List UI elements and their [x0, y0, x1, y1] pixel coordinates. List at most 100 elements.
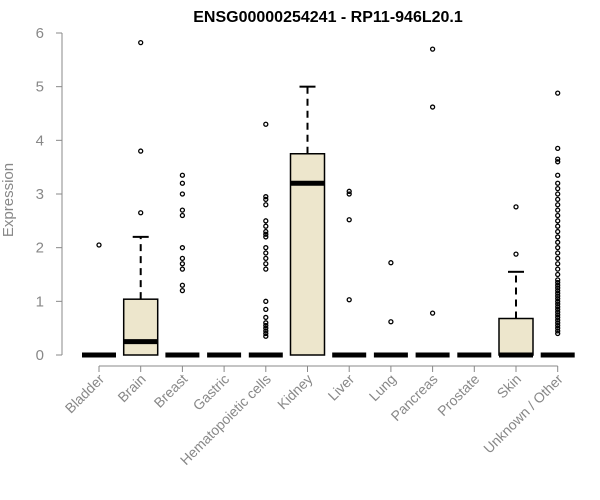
box-body	[498, 317, 534, 356]
outlier-point	[263, 333, 269, 339]
outlier-point	[555, 207, 561, 213]
outlier-point	[388, 260, 394, 266]
box-group	[289, 85, 326, 356]
outlier-point	[263, 261, 269, 267]
outlier-point	[555, 271, 561, 278]
outlier-point	[263, 194, 269, 200]
x-tick-label: Brain	[114, 371, 148, 405]
outlier-point	[555, 328, 561, 334]
outlier-point	[555, 250, 561, 256]
box-group	[498, 270, 534, 358]
outlier-point	[179, 261, 186, 267]
outlier-point	[555, 285, 561, 291]
x-tick-label: Bladder	[62, 371, 108, 417]
outlier-point	[555, 180, 561, 186]
outlier-point	[555, 282, 561, 288]
outlier-point	[555, 314, 561, 321]
outlier-point	[555, 156, 561, 162]
y-axis-label: Expression	[0, 163, 17, 237]
x-tick-label: Breast	[151, 371, 191, 411]
y-tick-label: 5	[36, 79, 44, 96]
outlier-point	[263, 245, 269, 251]
outliers-layer	[96, 40, 561, 339]
outlier-point	[179, 212, 186, 219]
outlier-point	[429, 310, 436, 316]
outlier-point	[555, 304, 561, 310]
x-tick-label: Unknown / Other	[480, 371, 566, 457]
outlier-point	[263, 322, 269, 329]
y-tick-label: 0	[36, 347, 44, 364]
outlier-point	[263, 196, 269, 203]
chart-title: ENSG00000254241 - RP11-946L20.1	[193, 9, 463, 26]
outlier-point	[555, 159, 561, 165]
outlier-point	[555, 295, 561, 302]
y-tick-label: 1	[36, 293, 44, 310]
outlier-point	[555, 266, 561, 272]
outlier-point	[555, 223, 561, 229]
outlier-point	[555, 322, 561, 329]
outlier-point	[388, 319, 394, 325]
x-tick-label: Lung	[366, 371, 399, 404]
outlier-point	[179, 266, 186, 272]
outlier-point	[555, 202, 561, 208]
outlier-point	[263, 306, 269, 313]
outlier-point	[555, 309, 561, 315]
x-tick-label: Skin	[494, 371, 525, 402]
boxes-layer	[82, 85, 575, 358]
outlier-point	[346, 297, 352, 303]
outlier-point	[555, 279, 561, 286]
outlier-point	[555, 228, 561, 235]
outlier-point	[555, 196, 561, 203]
outlier-point	[263, 328, 269, 334]
outlier-point	[263, 266, 269, 272]
outlier-point	[263, 255, 269, 262]
y-axis: 0 1 2 3 4 5 6	[36, 25, 63, 364]
box-body	[289, 153, 326, 356]
outlier-point	[555, 290, 561, 296]
x-tick-label: Kidney	[274, 371, 316, 413]
outlier-point	[179, 255, 186, 262]
outlier-point	[263, 250, 269, 256]
outlier-point	[513, 251, 519, 257]
outlier-point	[263, 121, 269, 127]
outlier-point	[555, 234, 561, 240]
outlier-point	[429, 46, 436, 52]
outlier-point	[346, 217, 352, 223]
outlier-point	[555, 301, 561, 307]
x-tick-label: Liver	[325, 371, 358, 404]
outlier-point	[179, 282, 186, 288]
outlier-point	[138, 148, 144, 154]
y-tick-label: 3	[36, 186, 44, 203]
outlier-point	[555, 191, 561, 197]
outlier-point	[138, 40, 144, 46]
outlier-point	[555, 218, 561, 224]
y-tick-label: 2	[36, 240, 44, 257]
outlier-point	[513, 204, 519, 210]
outlier-point	[555, 312, 561, 318]
outlier-point	[138, 210, 144, 216]
outlier-point	[263, 223, 269, 229]
outlier-point	[96, 242, 102, 248]
outlier-point	[263, 314, 269, 321]
outlier-point	[263, 202, 269, 208]
outlier-point	[555, 261, 561, 267]
outlier-point	[263, 228, 269, 235]
outlier-point	[263, 298, 269, 304]
outlier-point	[555, 239, 561, 245]
outlier-point	[179, 180, 186, 186]
outlier-point	[179, 287, 186, 294]
outlier-point	[555, 298, 561, 304]
outlier-point	[555, 172, 561, 178]
outlier-point	[555, 212, 561, 219]
outlier-point	[555, 255, 561, 262]
outlier-point	[555, 277, 561, 283]
outlier-point	[346, 191, 352, 197]
outlier-point	[429, 104, 436, 110]
outlier-point	[346, 188, 352, 194]
y-tick-label: 6	[36, 25, 44, 42]
y-tick-label: 4	[36, 132, 44, 149]
outlier-point	[263, 330, 269, 337]
